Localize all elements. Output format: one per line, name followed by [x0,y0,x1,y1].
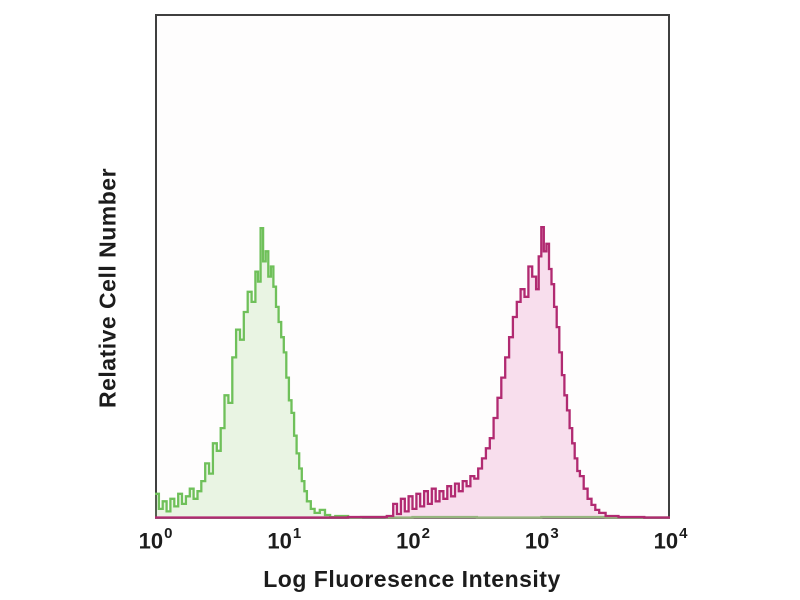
green-histogram-curve [155,226,670,519]
x-tick-exponent: 2 [421,525,430,542]
x-tick-exponent: 3 [550,525,559,542]
x-tick-exponent: 1 [292,525,302,542]
x-tick-base: 10 [138,528,164,554]
x-tick-base: 10 [267,528,292,554]
x-tick-10e3: 103 [524,525,559,554]
x-axis-label: Log Fluoresence Intensity [263,566,561,592]
plot-frame [155,14,670,519]
x-tick-10e2: 102 [396,525,430,554]
magenta-histogram-curve [155,225,670,519]
y-axis-label: Relative Cell Number [94,167,121,409]
x-tick-base: 10 [653,528,679,554]
x-tick-exponent: 0 [164,525,173,542]
x-tick-base: 10 [396,528,421,554]
magenta-histogram-fill [155,227,670,519]
green-histogram-fill [155,228,670,519]
x-tick-exponent: 4 [679,525,688,542]
x-tick-10e1: 101 [267,525,302,554]
x-tick-10e4: 104 [653,525,688,554]
x-tick-base: 10 [524,528,550,554]
x-tick-10e0: 100 [138,525,173,554]
